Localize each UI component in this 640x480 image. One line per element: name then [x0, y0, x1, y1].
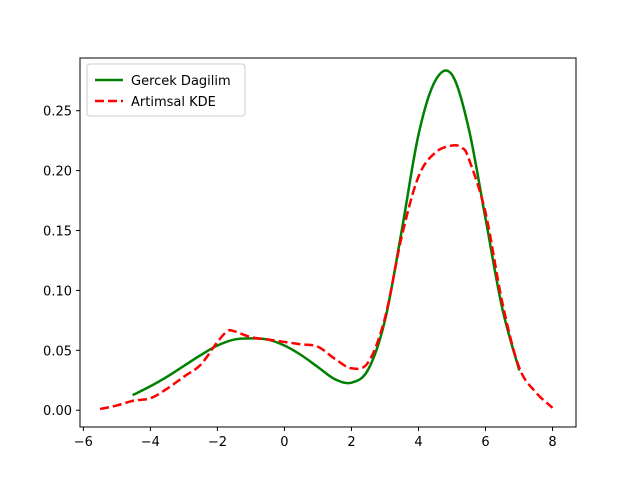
x-tick-label: 4: [414, 435, 422, 450]
plot-area: [99, 69, 554, 411]
x-tick-label: 6: [481, 435, 489, 450]
legend-label-1: Gercek Dagilim: [131, 74, 231, 89]
series-line-2: [99, 143, 554, 411]
legend-box: [86, 63, 246, 117]
legend-label-2: Artimsal KDE: [131, 95, 216, 110]
x-tick-label: 0: [280, 435, 288, 450]
y-tick-label: 0.25: [43, 105, 72, 120]
y-tick-label: 0.20: [43, 165, 72, 180]
series-group: [99, 69, 554, 411]
legend: Gercek Dagilim Artimsal KDE: [86, 63, 246, 117]
series-line-1: [132, 69, 521, 396]
axes-frame: [79, 57, 577, 428]
x-tick-label: −4: [141, 435, 160, 450]
axes: −6 −4 −2 0 2 4 6 8 0.00 0.05 0.10 0.15 0.20 0.25: [43, 57, 577, 450]
y-tick-label: 0.00: [43, 404, 72, 419]
x-tick-label: −6: [74, 435, 93, 450]
x-tick-label: −2: [208, 435, 227, 450]
y-tick-label: 0.05: [43, 344, 72, 359]
y-tick-label: 0.15: [43, 225, 72, 240]
x-tick-label: 8: [548, 435, 556, 450]
y-tick-label: 0.10: [43, 284, 72, 299]
x-tick-label: 2: [347, 435, 355, 450]
